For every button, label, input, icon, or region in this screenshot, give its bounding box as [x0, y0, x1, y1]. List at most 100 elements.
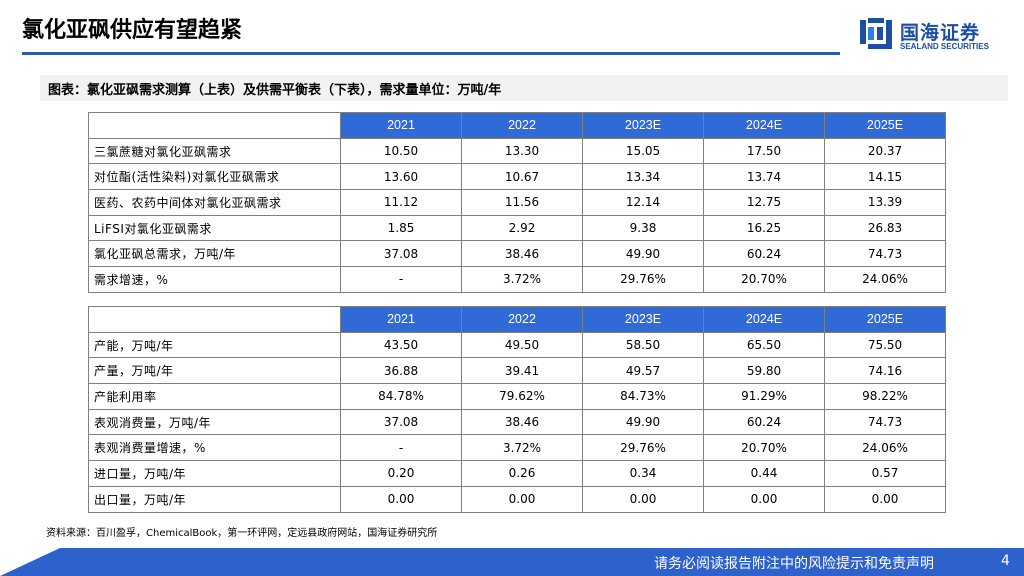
- row-label: 进口量，万吨/年: [88, 460, 341, 487]
- row-label: 出口量，万吨/年: [88, 485, 341, 513]
- table-cell: 29.76%: [582, 434, 704, 462]
- table-cell: 24.06%: [824, 434, 946, 462]
- table-cell: 3.72%: [461, 266, 583, 293]
- row-label: 产量，万吨/年: [88, 357, 341, 385]
- table-cell: 17.50: [703, 137, 825, 165]
- table-cell: 74.73: [824, 240, 946, 268]
- table-cell: 2.92: [461, 214, 583, 242]
- table-cell: 0.00: [461, 485, 583, 513]
- header-corner-cell: [88, 306, 341, 333]
- table-row: 氯化亚砜总需求，万吨/年 37.08 38.46 49.90 60.24 74.73: [88, 240, 946, 268]
- title-divider: [22, 52, 840, 55]
- table-cell: 11.12: [340, 189, 462, 216]
- table-cell: 38.46: [461, 408, 583, 436]
- row-label: LiFSI对氯化亚砜需求: [88, 214, 341, 242]
- row-label: 表观消费量，万吨/年: [88, 408, 341, 436]
- table-cell: 14.15: [824, 163, 946, 191]
- table-row: LiFSI对氯化亚砜需求 1.85 2.92 9.38 16.25 26.83: [88, 214, 946, 242]
- header-corner-cell: [88, 112, 341, 139]
- row-label: 表观消费量增速，%: [88, 434, 341, 462]
- table-cell: 13.39: [824, 189, 946, 216]
- table-cell: 12.75: [703, 189, 825, 216]
- row-label: 需求增速，%: [88, 266, 341, 293]
- source-note: 资料来源：百川盈孚，ChemicalBook，第一环评网，定远县政府网站，国海证…: [46, 528, 438, 539]
- page-title: 氯化亚砜供应有望趋紧: [22, 18, 243, 43]
- table-cell: 29.76%: [582, 266, 704, 293]
- company-logo: 国海证券 SEALAND SECURITIES: [858, 16, 1008, 56]
- disclaimer-text: 请务必阅读报告附注中的风险提示和免责声明: [654, 556, 934, 572]
- table-cell: 74.16: [824, 357, 946, 385]
- table-cell: 59.80: [703, 357, 825, 385]
- table-cell: 84.78%: [340, 383, 462, 410]
- table-cell: 0.44: [703, 460, 825, 487]
- table-cell: 0.34: [582, 460, 704, 487]
- table-cell: 91.29%: [703, 383, 825, 410]
- table-header-row: 2021 2022 2023E 2024E 2025E: [88, 306, 946, 333]
- table-cell: 49.90: [582, 408, 704, 436]
- table-cell: 26.83: [824, 214, 946, 242]
- table-cell: 13.74: [703, 163, 825, 191]
- table-row: 表观消费量增速，% -3.72% 29.76% 20.70% 24.06%: [88, 434, 946, 462]
- table-row: 表观消费量，万吨/年 37.08 38.46 49.90 60.24 74.73: [88, 408, 946, 436]
- logo-text-cn: 国海证券: [900, 22, 981, 44]
- footer-bar: 请务必阅读报告附注中的风险提示和免责声明 4: [0, 548, 1024, 576]
- table-cell: 11.56: [461, 189, 583, 216]
- row-label: 三氯蔗糖对氯化亚砜需求: [88, 137, 341, 165]
- row-label: 医药、农药中间体对氯化亚砜需求: [88, 189, 341, 216]
- table-cell: 60.24: [703, 240, 825, 268]
- logo-mark-icon: [860, 18, 892, 49]
- table-cell: 0.00: [340, 485, 462, 513]
- table-cell: 84.73%: [582, 383, 704, 410]
- table-cell: 20.37: [824, 137, 946, 165]
- table-cell: 49.57: [582, 357, 704, 385]
- column-header: 2025E: [824, 112, 946, 139]
- column-header: 2023E: [582, 112, 704, 139]
- table-cell: 79.62%: [461, 383, 583, 410]
- table-cell: 16.25: [703, 214, 825, 242]
- column-header: 2023E: [582, 306, 704, 333]
- table-cell: 49.50: [461, 331, 583, 359]
- table-cell: 9.38: [582, 214, 704, 242]
- column-header: 2025E: [824, 306, 946, 333]
- table-cell: 0.00: [824, 485, 946, 513]
- column-header: 2022: [461, 112, 583, 139]
- row-label: 氯化亚砜总需求，万吨/年: [88, 240, 341, 268]
- table-cell: 13.60: [340, 163, 462, 191]
- table-row: 医药、农药中间体对氯化亚砜需求 11.12 11.56 12.14 12.75 13.39: [88, 189, 946, 216]
- table-cell: 15.05: [582, 137, 704, 165]
- table-cell: 60.24: [703, 408, 825, 436]
- table-row: 需求增速，% -3.72% 29.76% 20.70% 24.06%: [88, 266, 946, 293]
- table-row: 对位酯(活性染料)对氯化亚砜需求 13.60 10.67 13.34 13.74 14.1…: [88, 163, 946, 191]
- table-cell: 20.70%: [703, 434, 825, 462]
- table-cell: 58.50: [582, 331, 704, 359]
- table-row: 三氯蔗糖对氯化亚砜需求 10.50 13.30 15.05 17.50 20.37: [88, 137, 946, 165]
- supply-table: 2021 2022 2023E 2024E 2025E 产能，万吨/年 43.50…: [88, 306, 946, 513]
- table-cell: 1.85: [340, 214, 462, 242]
- footer-corner-cut: [0, 548, 60, 576]
- table-header-row: 2021 2022 2023E 2024E 2025E: [88, 112, 946, 139]
- table-cell: 0.00: [582, 485, 704, 513]
- table-cell: -: [340, 434, 462, 462]
- table-cell: 0.26: [461, 460, 583, 487]
- table-cell: 75.50: [824, 331, 946, 359]
- demand-table: 2021 2022 2023E 2024E 2025E 三氯蔗糖对氯化亚砜需求 1…: [88, 112, 946, 293]
- caption-bar: 图表：氯化亚砜需求测算（上表）及供需平衡表（下表），需求量单位：万吨/年: [40, 75, 1008, 101]
- table-row: 出口量，万吨/年 0.00 0.00 0.00 0.00 0.00: [88, 485, 946, 513]
- column-header: 2024E: [703, 112, 825, 139]
- table-cell: 0.20: [340, 460, 462, 487]
- table-cell: 74.73: [824, 408, 946, 436]
- table-cell: 13.34: [582, 163, 704, 191]
- table-cell: 37.08: [340, 408, 462, 436]
- table-cell: 0.00: [703, 485, 825, 513]
- column-header: 2021: [340, 112, 462, 139]
- table-cell: 39.41: [461, 357, 583, 385]
- table-row: 产量，万吨/年 36.88 39.41 49.57 59.80 74.16: [88, 357, 946, 385]
- table-cell: 37.08: [340, 240, 462, 268]
- table-cell: 0.57: [824, 460, 946, 487]
- table-cell: 36.88: [340, 357, 462, 385]
- table-row: 进口量，万吨/年 0.20 0.26 0.34 0.44 0.57: [88, 460, 946, 487]
- table-row: 产能，万吨/年 43.50 49.50 58.50 65.50 75.50: [88, 331, 946, 359]
- table-cell: -: [340, 266, 462, 293]
- table-cell: 65.50: [703, 331, 825, 359]
- column-header: 2022: [461, 306, 583, 333]
